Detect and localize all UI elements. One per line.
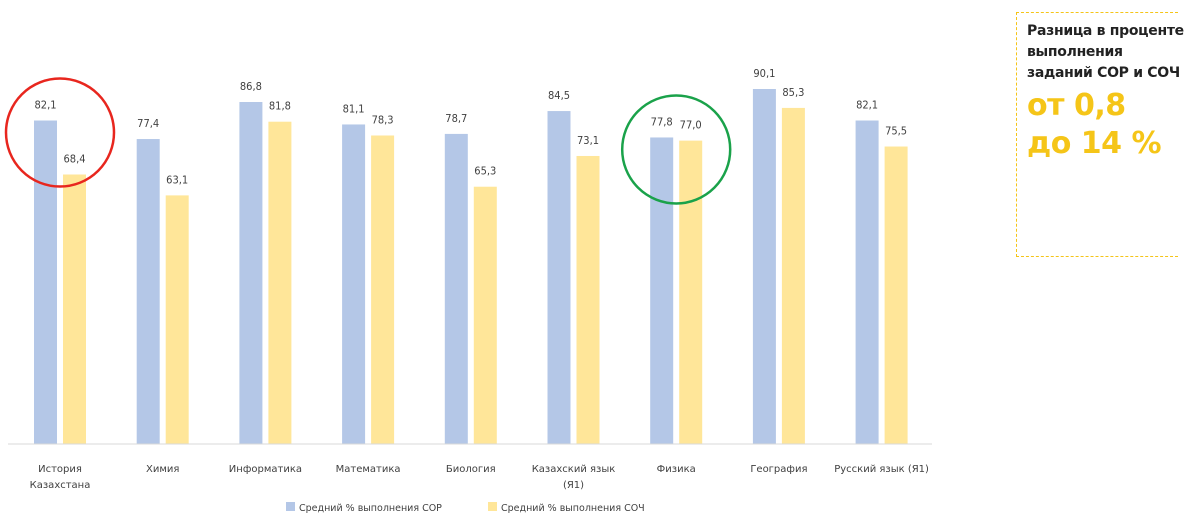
bar-chart: 82,1 68,4 История Казахстана 77,4 63,1 Химия 86…	[4, 67, 932, 514]
highlight-circle	[4, 77, 116, 188]
bar-soch	[884, 146, 908, 445]
category-label: Физика	[657, 464, 696, 475]
category-label: Русский язык (Я1)	[834, 464, 929, 475]
data-label: 78,3	[372, 113, 394, 126]
bar-sor	[34, 120, 57, 444]
side-note-box: Разница в проценте выполнения заданий СО…	[1016, 12, 1184, 257]
bar-soch	[781, 107, 805, 444]
labels-layer: 82,1 68,4 История Казахстана 77,4 63,1 Химия 86…	[30, 67, 929, 491]
side-note-text: Разница в проценте выполнения заданий СО…	[1027, 23, 1184, 81]
bars-layer	[34, 89, 908, 445]
data-label: 68,4	[63, 152, 85, 165]
data-label: 73,1	[577, 134, 599, 147]
data-label: 84,5	[548, 89, 570, 102]
data-label: 82,1	[34, 99, 56, 112]
data-label: 86,8	[240, 80, 262, 93]
bar-sor	[650, 137, 674, 444]
highlight-circle	[620, 94, 732, 205]
data-label: 77,4	[137, 117, 159, 130]
bar-soch	[268, 121, 292, 445]
bar-sor	[239, 102, 263, 444]
bar-sor	[547, 111, 571, 445]
data-label: 82,1	[856, 99, 878, 112]
category-label: (Я1)	[563, 480, 584, 491]
category-label: Казахстана	[30, 480, 91, 491]
data-label: 77,8	[651, 115, 673, 128]
data-label: 63,1	[166, 173, 188, 186]
data-label: 85,3	[782, 86, 804, 99]
data-label: 75,5	[885, 125, 907, 138]
bar-soch	[473, 186, 497, 444]
category-label: История	[38, 464, 82, 475]
data-label: 81,8	[269, 100, 291, 113]
annotations-layer	[4, 77, 732, 205]
legend-swatch	[286, 502, 295, 511]
bar-soch	[165, 195, 189, 444]
legend-label: Средний % выполнения СОЧ	[501, 503, 645, 514]
category-label: Казахский язык	[532, 464, 616, 475]
category-label: География	[750, 464, 807, 475]
bar-soch	[371, 135, 395, 444]
legend-swatch	[488, 502, 497, 511]
bar-sor	[136, 139, 160, 444]
category-label: Биология	[446, 464, 496, 475]
category-label: Математика	[336, 464, 401, 475]
category-label: Химия	[146, 464, 179, 475]
bar-soch	[576, 155, 600, 444]
bar-sor	[855, 120, 879, 444]
data-label: 65,3	[474, 165, 496, 178]
data-label: 77,0	[680, 119, 702, 132]
bar-sor	[444, 133, 468, 445]
category-label: Информатика	[229, 464, 302, 475]
data-label: 78,7	[445, 112, 467, 125]
legend: Средний % выполнения СОР Средний % выполн…	[286, 502, 645, 514]
legend-label: Средний % выполнения СОР	[299, 503, 442, 514]
bar-sor	[342, 124, 366, 444]
data-label: 90,1	[753, 67, 775, 80]
side-note-highlight: от 0,8 до 14 %	[1027, 88, 1162, 161]
bar-soch	[679, 140, 703, 444]
bar-sor	[752, 89, 776, 444]
bar-soch	[63, 174, 86, 444]
data-label: 81,1	[343, 102, 365, 115]
